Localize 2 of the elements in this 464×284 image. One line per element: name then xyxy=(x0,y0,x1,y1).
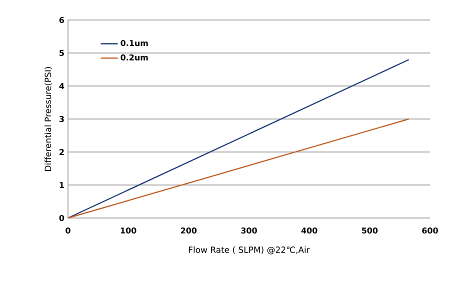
y-axis-title: Differential Pressure(PSI) xyxy=(44,67,52,171)
x-axis-title: Flow Rate ( SLPM) @22℃,Air xyxy=(188,246,310,254)
